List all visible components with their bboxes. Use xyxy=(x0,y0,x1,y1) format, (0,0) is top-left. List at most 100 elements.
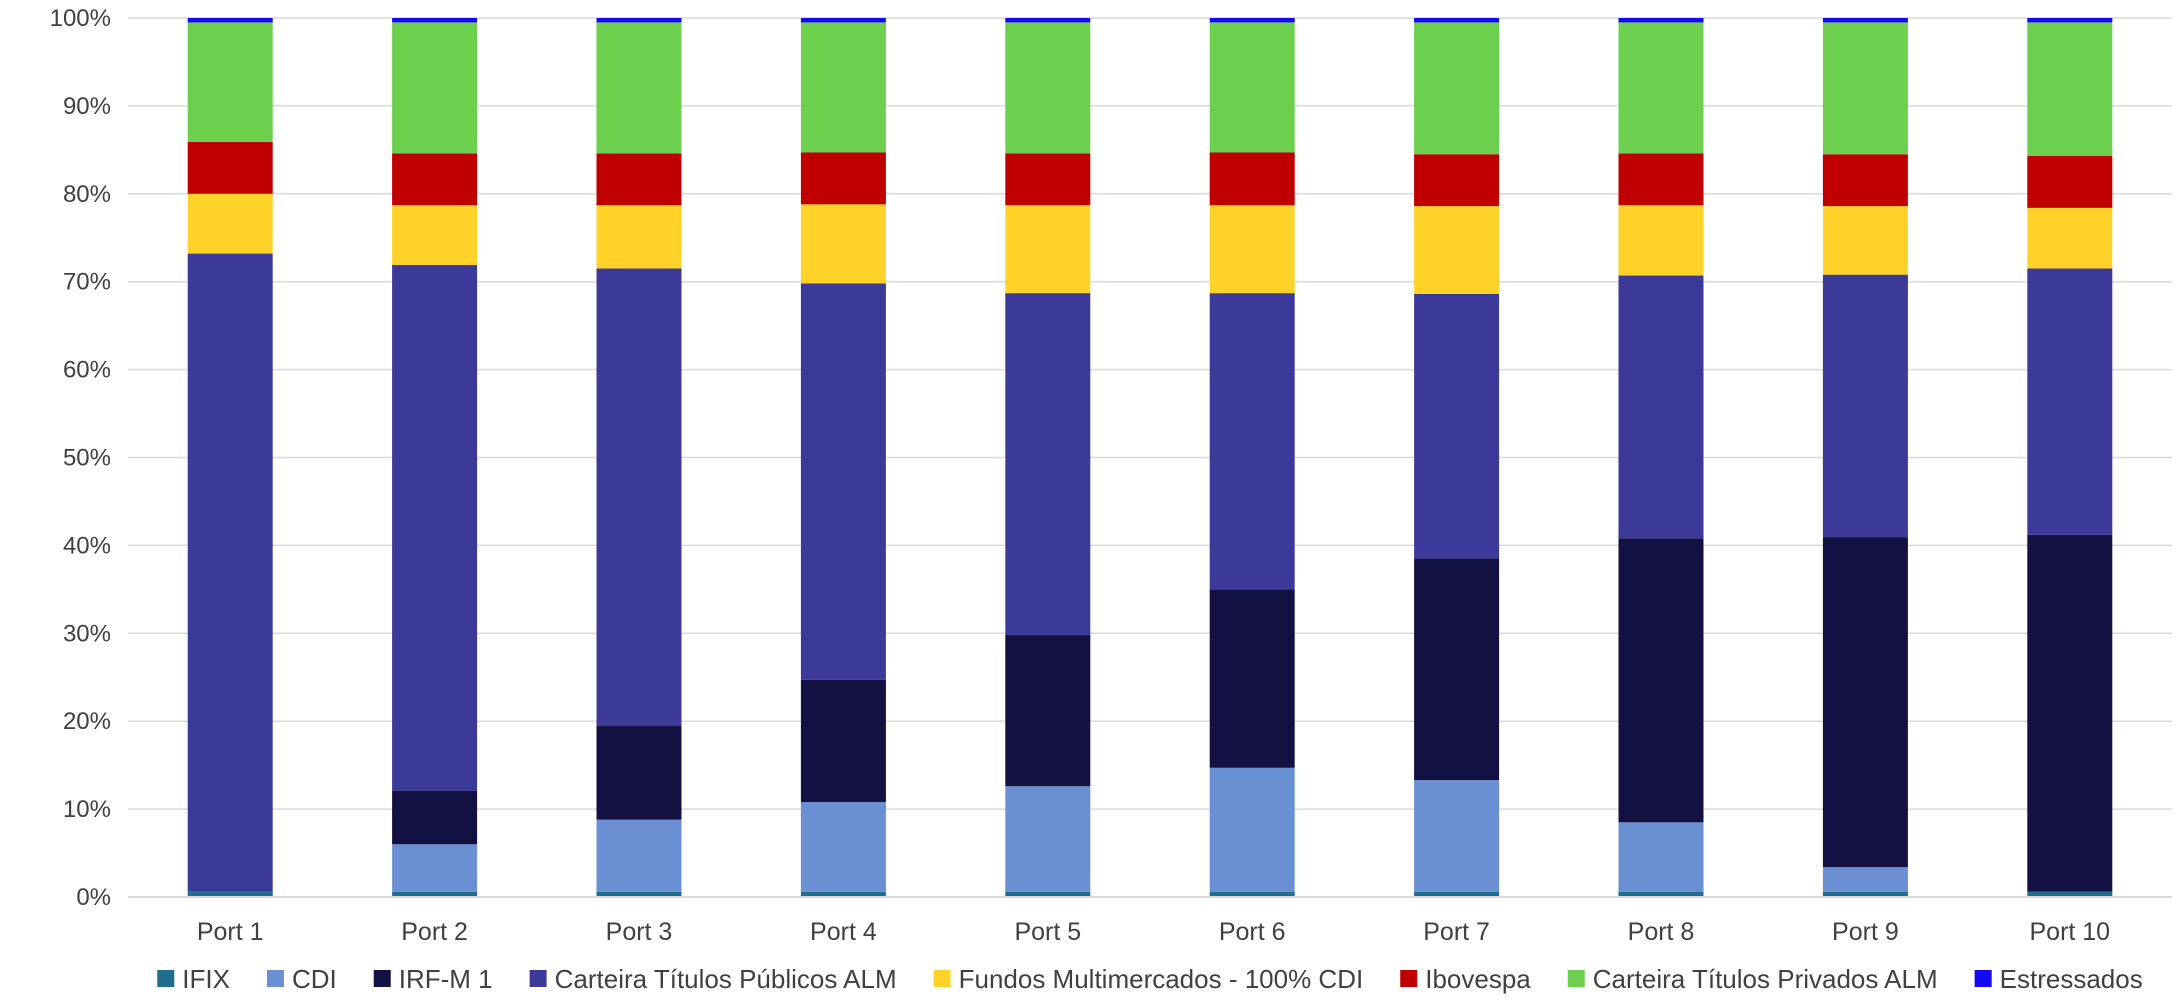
bar-segment-4-port-9 xyxy=(1822,274,1908,538)
y-tick-label: 90% xyxy=(63,93,111,120)
y-tick-label: 30% xyxy=(63,620,111,647)
bar-segment-1-port-9 xyxy=(1822,891,1908,897)
bar-segment-1-port-6 xyxy=(1209,891,1295,897)
bar-segment-4-port-8 xyxy=(1618,275,1704,539)
legend-swatch xyxy=(1974,970,1992,987)
x-tick-label: Port 8 xyxy=(1628,918,1695,946)
x-tick-label: Port 6 xyxy=(1219,918,1286,946)
bar-segment-8-port-5 xyxy=(1005,18,1091,23)
bar-segment-6-port-8 xyxy=(1618,153,1704,206)
bar-segment-5-port-1 xyxy=(187,193,273,254)
bar-segment-1-port-3 xyxy=(596,891,682,897)
x-tick-label: Port 4 xyxy=(810,918,877,946)
bar-segment-6-port-3 xyxy=(596,153,682,206)
bar-segment-2-port-5 xyxy=(1005,786,1091,892)
y-tick-label: 80% xyxy=(63,181,111,208)
x-tick-label: Port 9 xyxy=(1832,918,1899,946)
bar-segment-8-port-7 xyxy=(1414,18,1500,23)
y-tick-label: 10% xyxy=(63,796,111,823)
legend-label: IFIX xyxy=(182,964,230,994)
y-tick-label: 60% xyxy=(63,357,111,384)
bar-segment-5-port-9 xyxy=(1822,206,1908,275)
bar-segment-7-port-5 xyxy=(1005,22,1091,154)
bar-segment-7-port-6 xyxy=(1209,22,1295,153)
legend: IFIX CDI IRF-M 1 Carteira Títulos Públicos … xyxy=(157,964,2143,994)
bar-segment-1-port-7 xyxy=(1414,891,1500,897)
bars xyxy=(187,18,2113,897)
bar-segment-5-port-7 xyxy=(1414,206,1500,295)
legend-label: Estressados xyxy=(2000,964,2143,994)
legend-label: Carteira Títulos Públicos ALM xyxy=(555,964,897,994)
legend-swatch xyxy=(373,970,391,987)
bar-segment-6-port-2 xyxy=(392,153,478,206)
bar-segment-1-port-2 xyxy=(392,891,478,897)
legend-swatch xyxy=(1567,970,1585,987)
bar-segment-5-port-3 xyxy=(596,205,682,269)
y-tick-label: 40% xyxy=(63,532,111,559)
bar-segment-7-port-7 xyxy=(1414,22,1500,155)
bar-segment-8-port-3 xyxy=(596,18,682,23)
bar-segment-7-port-9 xyxy=(1822,22,1908,155)
x-tick-label: Port 1 xyxy=(197,918,264,946)
axes: 0% 10% 20% 30% 40% 50% 60% 70% 80% 90% 100% Port 1 P… xyxy=(50,5,2172,946)
bar-segment-3-port-9 xyxy=(1822,537,1908,868)
bar-segment-7-port-2 xyxy=(392,22,478,154)
bar-segment-5-port-10 xyxy=(2027,207,2113,269)
legend-label: Carteira Títulos Privados ALM xyxy=(1593,964,1938,994)
bar-segment-2-port-3 xyxy=(596,819,682,892)
legend-label: Ibovespa xyxy=(1425,964,1531,994)
bar-segment-4-port-4 xyxy=(800,283,886,680)
bar-segment-8-port-4 xyxy=(800,18,886,23)
bar-segment-3-port-5 xyxy=(1005,635,1091,787)
x-tick-label: Port 2 xyxy=(401,918,468,946)
bar-segment-6-port-7 xyxy=(1414,154,1500,207)
x-tick-label: Port 10 xyxy=(2029,918,2110,946)
bar-segment-6-port-4 xyxy=(800,152,886,205)
bar-segment-1-port-4 xyxy=(800,891,886,897)
bar-segment-2-port-8 xyxy=(1618,822,1704,892)
bar-segment-3-port-8 xyxy=(1618,538,1704,823)
legend-swatch xyxy=(266,970,284,987)
bar-segment-6-port-10 xyxy=(2027,156,2113,208)
bar-segment-4-port-7 xyxy=(1414,294,1500,559)
bar-segment-4-port-6 xyxy=(1209,293,1295,590)
bar-segment-8-port-9 xyxy=(1822,18,1908,23)
bar-segment-7-port-3 xyxy=(596,22,682,154)
bar-segment-7-port-8 xyxy=(1618,22,1704,154)
bar-segment-6-port-5 xyxy=(1005,153,1091,206)
bar-segment-8-port-2 xyxy=(392,18,478,23)
bar-segment-4-port-2 xyxy=(392,264,478,791)
bar-segment-8-port-1 xyxy=(187,18,273,23)
bar-segment-3-port-4 xyxy=(800,679,886,803)
bar-segment-2-port-7 xyxy=(1414,780,1500,892)
y-tick-label: 50% xyxy=(63,445,111,472)
bar-segment-2-port-2 xyxy=(392,844,478,892)
bar-segment-1-port-5 xyxy=(1005,891,1091,897)
y-tick-label: 0% xyxy=(76,884,111,911)
bar-segment-3-port-10 xyxy=(2027,534,2113,892)
bar-segment-2-port-4 xyxy=(800,802,886,892)
bar-segment-4-port-3 xyxy=(596,268,682,726)
y-tick-label: 100% xyxy=(50,5,111,32)
y-tick-label: 70% xyxy=(63,269,111,296)
legend-label: CDI xyxy=(292,964,337,994)
legend-swatch xyxy=(1400,970,1418,987)
bar-segment-2-port-6 xyxy=(1209,767,1295,892)
bar-segment-1-port-8 xyxy=(1618,891,1704,897)
bar-segment-5-port-8 xyxy=(1618,205,1704,276)
bar-segment-4-port-10 xyxy=(2027,268,2113,535)
bar-segment-7-port-4 xyxy=(800,22,886,153)
legend-label: Fundos Multimercados - 100% CDI xyxy=(959,964,1364,994)
bar-segment-3-port-6 xyxy=(1209,589,1295,768)
bar-segment-1-port-1 xyxy=(187,891,273,897)
bar-segment-4-port-1 xyxy=(187,253,273,892)
x-tick-label: Port 7 xyxy=(1423,918,1490,946)
bar-segment-7-port-10 xyxy=(2027,22,2113,157)
bar-segment-5-port-4 xyxy=(800,204,886,284)
bar-segment-3-port-7 xyxy=(1414,558,1500,781)
legend-swatch xyxy=(157,970,175,987)
bar-segment-7-port-1 xyxy=(187,22,273,142)
legend-label: IRF-M 1 xyxy=(399,964,493,994)
